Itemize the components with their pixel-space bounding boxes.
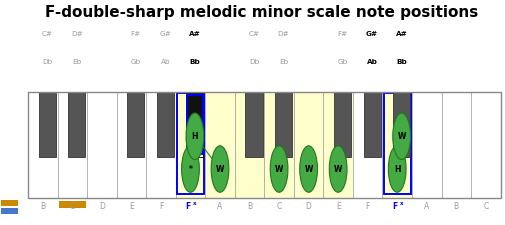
Ellipse shape	[182, 146, 199, 192]
Bar	[186, 92, 204, 130]
Text: G#: G#	[366, 31, 378, 37]
Text: C#: C#	[42, 31, 53, 37]
Text: F: F	[159, 202, 163, 211]
Text: Gb: Gb	[337, 59, 348, 65]
Bar	[205, 92, 235, 198]
Text: F#: F#	[131, 31, 141, 37]
Text: A: A	[424, 202, 429, 211]
Ellipse shape	[270, 146, 288, 192]
Bar	[382, 92, 412, 198]
Ellipse shape	[300, 146, 318, 192]
Bar	[275, 92, 292, 158]
Text: F-double-sharp melodic minor scale note positions: F-double-sharp melodic minor scale note …	[45, 5, 479, 20]
Text: Ab: Ab	[367, 59, 378, 65]
Bar	[1, 208, 18, 214]
Text: H: H	[394, 164, 400, 173]
Bar	[68, 92, 85, 158]
Text: Db: Db	[249, 59, 259, 65]
Bar	[412, 92, 441, 198]
Text: basicmusictheory.com: basicmusictheory.com	[7, 81, 12, 135]
Bar	[28, 92, 58, 198]
Text: C: C	[70, 202, 75, 211]
Text: W: W	[275, 164, 283, 173]
Bar	[157, 92, 174, 158]
Text: F: F	[392, 202, 397, 211]
Text: D#: D#	[71, 31, 83, 37]
Bar	[117, 92, 146, 198]
Bar	[176, 92, 205, 198]
Text: Bb: Bb	[396, 59, 407, 65]
Text: x: x	[400, 201, 403, 206]
Bar	[146, 92, 176, 198]
Ellipse shape	[211, 146, 229, 192]
Text: A#: A#	[396, 31, 408, 37]
Text: F#: F#	[337, 31, 348, 37]
Bar	[264, 92, 294, 198]
Text: F: F	[366, 202, 370, 211]
Text: x: x	[193, 201, 196, 206]
Ellipse shape	[393, 113, 411, 160]
Ellipse shape	[388, 146, 406, 192]
Bar	[127, 92, 144, 158]
Text: Ab: Ab	[161, 59, 170, 65]
Text: *: *	[188, 164, 192, 173]
Text: Bb: Bb	[189, 59, 200, 65]
Text: B: B	[453, 202, 459, 211]
Text: W: W	[216, 164, 224, 173]
Text: Eb: Eb	[72, 59, 81, 65]
Bar	[353, 92, 382, 198]
Ellipse shape	[329, 146, 347, 192]
Text: D: D	[99, 202, 105, 211]
Text: A#: A#	[189, 31, 201, 37]
Text: W: W	[334, 164, 342, 173]
Bar	[187, 95, 203, 154]
Text: A: A	[217, 202, 223, 211]
Text: W: W	[397, 132, 406, 141]
Bar	[334, 92, 351, 158]
Text: C#: C#	[248, 31, 260, 37]
Bar	[39, 92, 56, 158]
Bar	[235, 92, 264, 198]
Text: F: F	[185, 202, 191, 211]
Bar	[28, 92, 500, 198]
Bar	[471, 92, 500, 198]
Bar	[364, 92, 381, 158]
Text: H: H	[192, 132, 198, 141]
Bar	[87, 92, 117, 198]
Bar	[393, 92, 410, 158]
Bar	[441, 92, 471, 198]
Text: Gb: Gb	[131, 59, 141, 65]
Text: E: E	[129, 202, 134, 211]
Text: Db: Db	[42, 59, 53, 65]
Bar	[59, 201, 86, 208]
Bar	[186, 92, 204, 158]
Bar	[294, 92, 323, 198]
Text: B: B	[40, 202, 45, 211]
Text: C: C	[276, 202, 282, 211]
Bar	[323, 92, 353, 198]
Bar	[384, 93, 411, 194]
Bar	[1, 200, 18, 206]
Bar	[177, 93, 204, 194]
Text: G#: G#	[160, 31, 171, 37]
Text: B: B	[247, 202, 252, 211]
Text: D: D	[306, 202, 312, 211]
Ellipse shape	[186, 113, 204, 160]
Bar	[245, 92, 263, 158]
Text: C: C	[483, 202, 488, 211]
Text: E: E	[336, 202, 340, 211]
Text: Eb: Eb	[279, 59, 288, 65]
Text: W: W	[305, 164, 313, 173]
Text: D#: D#	[278, 31, 289, 37]
Bar	[58, 92, 87, 198]
